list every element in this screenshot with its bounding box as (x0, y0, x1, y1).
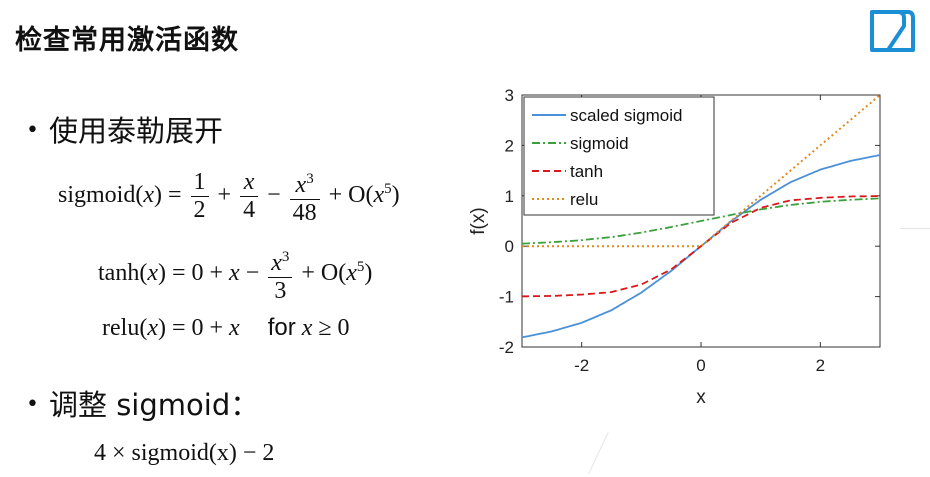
y-axis-label: f(x) (468, 207, 489, 234)
series-line-tanh (522, 195, 880, 298)
tanh-rest-exp: 5 (356, 259, 365, 276)
frac-den: 3 (274, 278, 287, 304)
bullet-adjust-text: 调整 sigmoid： (48, 388, 260, 422)
tanh-rest: + O( (301, 260, 347, 287)
formula-tanh: tanh(x) = 0 + x − x3 3 + O(x5) (98, 244, 372, 305)
sigmoid-eq: ) = (154, 182, 188, 209)
frac-x3-48: x3 48 (289, 166, 320, 227)
relu-cond-var: x (301, 315, 313, 341)
legend-box (523, 96, 715, 216)
frac-num: x (240, 169, 259, 197)
relu-var: x (147, 315, 158, 341)
relu-eq: ) = 0 + (157, 315, 230, 341)
sigmoid-rest-var: x (373, 182, 385, 209)
num-base: x (271, 250, 282, 276)
frac-num: x3 (268, 244, 293, 278)
sigmoid-plus: + (217, 182, 232, 209)
tanh-close: ) (364, 260, 373, 287)
sigmoid-close: ) (391, 182, 400, 209)
legend-label: tanh (570, 162, 603, 181)
x-tick-label: 0 (696, 356, 705, 375)
frac-den: 2 (193, 197, 206, 223)
y-tick-label: 2 (505, 136, 514, 155)
y-tick-label: 0 (505, 237, 514, 256)
num-exp: 3 (281, 249, 290, 265)
frac-den: 48 (292, 200, 317, 226)
sigmoid-minus: − (267, 182, 281, 209)
y-tick-label: -2 (499, 338, 514, 357)
brand-logo-icon (870, 10, 915, 52)
legend-label: relu (570, 190, 598, 209)
relu-lhs: relu( (102, 315, 148, 341)
y-tick-label: 3 (505, 86, 514, 105)
activation-chart: -2 0 2 -2 -1 0 1 2 3 x f(x) scaled sigmoid sigmoid t… (468, 86, 881, 408)
frac-den: 4 (243, 197, 256, 223)
num-exp: 3 (306, 171, 314, 187)
bullet-dot: • (26, 392, 39, 417)
formula-scaled: 4 × sigmoid(x) − 2 (94, 440, 275, 466)
relu-cond: ≥ 0 (312, 315, 350, 341)
x-tick-label: 2 (816, 356, 825, 375)
legend-label: sigmoid (570, 134, 629, 153)
tanh-rest-var: x (346, 260, 357, 287)
y-tick-label: 1 (505, 187, 514, 206)
tanh-eq: ) = 0 + (157, 260, 230, 287)
bullet-adjust: • 调整 sigmoid： (26, 382, 259, 424)
bullet-dot: • (26, 118, 39, 143)
bullet-taylor-text: 使用泰勒展开 (48, 114, 223, 148)
x-axis-label: x (696, 387, 706, 408)
frac-num: x3 (289, 166, 320, 200)
tanh-var2: x (229, 260, 240, 287)
y-tick-label: -1 (499, 288, 514, 307)
num-base: x (295, 172, 307, 198)
tanh-lhs: tanh( (98, 260, 148, 287)
relu-for: for (267, 314, 296, 341)
formula-relu: relu(x) = 0 + x for x ≥ 0 (102, 314, 350, 342)
bullet-taylor: • 使用泰勒展开 (26, 108, 223, 150)
chart-legend: scaled sigmoid sigmoid tanh relu (523, 96, 715, 216)
frac-x3-3: x3 3 (268, 244, 293, 305)
relu-var2: x (229, 315, 240, 341)
tanh-var: x (147, 260, 158, 287)
sigmoid-var: x (143, 182, 154, 209)
frac-num: 1 (190, 169, 209, 197)
tanh-minus: − (239, 260, 260, 287)
series-line-sigmoid (521, 197, 881, 245)
series-line-relu (522, 94, 881, 248)
legend-label: scaled sigmoid (570, 106, 682, 125)
sigmoid-rest: + O( (328, 182, 374, 209)
decorative-line (588, 431, 609, 475)
x-tick-label: -2 (574, 356, 589, 375)
chart-series (521, 94, 881, 339)
sigmoid-rest-exp: 5 (384, 181, 392, 198)
decorative-line (900, 228, 930, 229)
page-title: 检查常用激活函数 (15, 25, 239, 56)
sigmoid-lhs: sigmoid( (58, 182, 144, 209)
